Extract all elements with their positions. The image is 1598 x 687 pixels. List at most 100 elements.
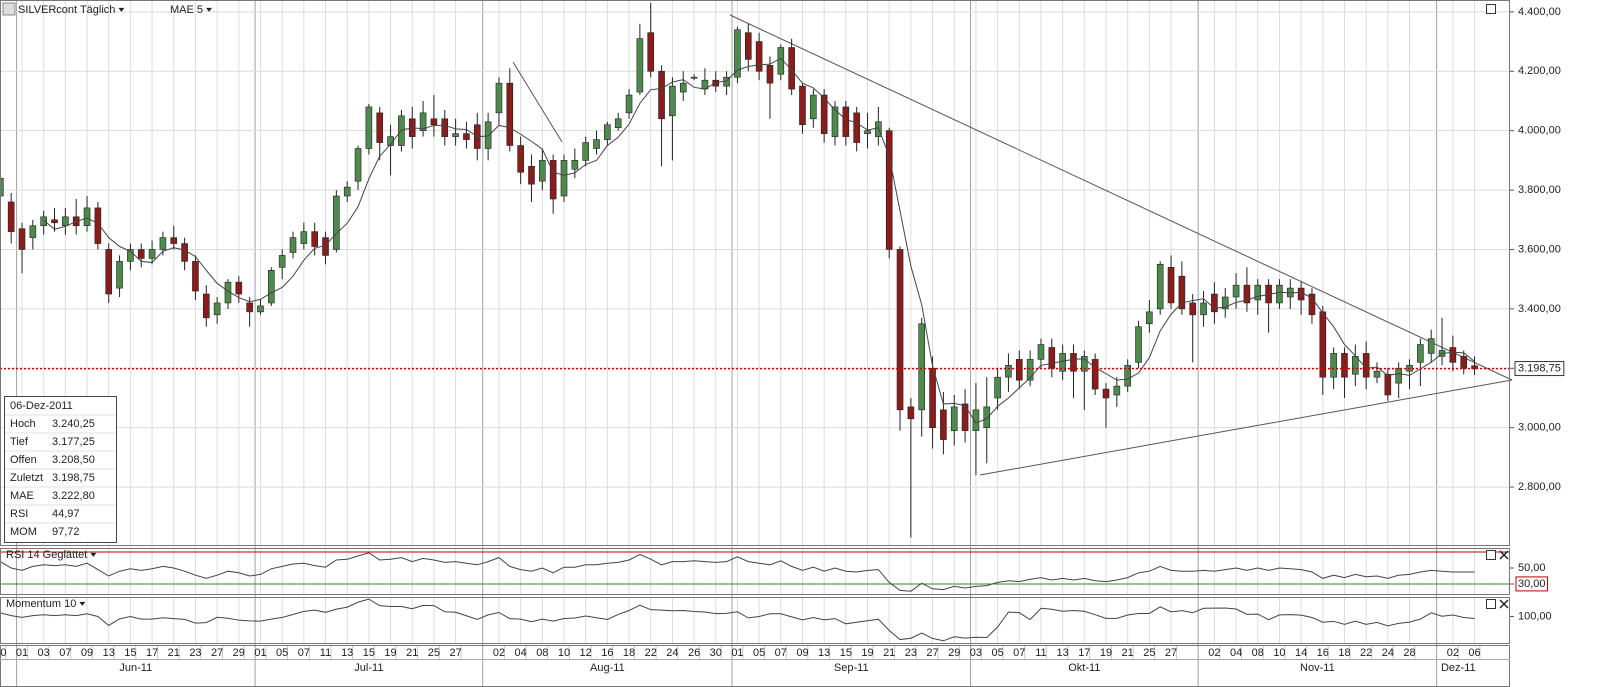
candle-body: [1427, 338, 1435, 354]
info-label: RSI: [10, 508, 28, 520]
x-tick-label: 23: [905, 647, 917, 659]
candle-body: [593, 139, 600, 149]
x-tick-label: 02: [1447, 647, 1459, 659]
candle-body: [105, 249, 113, 295]
chart-title[interactable]: SILVERcont Täglich: [18, 4, 115, 16]
candle-body: [820, 94, 828, 134]
x-tick-label: 19: [384, 647, 396, 659]
maximize-button[interactable]: [1486, 4, 1496, 14]
x-tick-label: 05: [276, 647, 288, 659]
x-tick-label: 27: [1165, 647, 1177, 659]
x-tick-label: 07: [59, 647, 71, 659]
panel-title[interactable]: Momentum 10: [6, 598, 76, 610]
month-label: Jun-11: [119, 662, 152, 674]
candle-body: [7, 201, 15, 232]
rsi-panel: [0, 548, 1510, 595]
main-panel: [0, 0, 1510, 546]
x-tick-label: 01: [731, 647, 743, 659]
candle-body: [83, 207, 91, 227]
info-value: 3.222,80: [52, 490, 95, 502]
x-tick-label: 11: [320, 647, 331, 659]
candle-body: [907, 406, 915, 420]
x-tick-label: 16: [601, 647, 613, 659]
x-tick-label: 18: [623, 647, 635, 659]
candle-body: [430, 118, 438, 126]
candle-body: [1167, 267, 1175, 304]
month-label: Nov-11: [1300, 662, 1335, 674]
candle-body: [1146, 311, 1153, 325]
dropdown-arrow[interactable]: [90, 552, 97, 557]
x-tick-label: 22: [1360, 647, 1372, 659]
candle-body: [1135, 326, 1142, 363]
candle-body: [744, 32, 752, 60]
x-tick-label: 30: [710, 647, 722, 659]
candle-body: [528, 166, 535, 185]
month-label: Jul-11: [354, 662, 383, 674]
candle-body: [1059, 353, 1066, 372]
x-tick-label: 08: [1252, 647, 1264, 659]
candle-body: [1341, 353, 1348, 378]
y-tick-label: 4.400,00: [1518, 6, 1561, 18]
info-label: Hoch: [10, 418, 36, 430]
candle-body: [864, 130, 871, 134]
candle-body: [181, 243, 188, 262]
x-tick-label: 06: [1468, 647, 1480, 659]
candle-body: [1113, 385, 1121, 396]
candle-body: [1243, 284, 1251, 304]
candle-body: [1211, 293, 1218, 313]
x-tick-label: 07: [775, 647, 787, 659]
x-tick-label: 23: [189, 647, 201, 659]
candle-body: [1384, 373, 1392, 396]
info-label: Tief: [10, 436, 29, 448]
x-tick-label: 26: [688, 647, 700, 659]
candle-body: [419, 112, 427, 131]
x-tick-label: 02: [493, 647, 505, 659]
x-tick-label: 07: [298, 647, 310, 659]
candle-body: [1091, 359, 1099, 390]
x-tick-label: 22: [645, 647, 657, 659]
maximize-button[interactable]: [1486, 550, 1496, 560]
candle-body: [1200, 302, 1207, 316]
candle-body: [950, 406, 958, 431]
y-tick-label: 30,00: [1518, 578, 1546, 590]
y-tick-label: 3.800,00: [1518, 184, 1561, 196]
candle-body: [940, 409, 947, 440]
candle-body: [365, 106, 373, 149]
chart-icon[interactable]: [2, 2, 16, 16]
info-value: 3.177,25: [52, 436, 95, 448]
candle-body: [29, 225, 37, 238]
x-tick-label: 05: [753, 647, 765, 659]
x-tick-label: 04: [515, 647, 527, 659]
close-button[interactable]: [1499, 599, 1509, 609]
month-label: Okt-11: [1068, 662, 1100, 674]
candle-body: [235, 281, 243, 295]
indicator-title[interactable]: MAE 5: [170, 4, 203, 16]
x-tick-label: 19: [1100, 647, 1112, 659]
x-tick-label: 15: [363, 647, 375, 659]
candle-body: [994, 376, 1001, 399]
y-tick-label: 4.000,00: [1518, 125, 1561, 137]
candle-body: [918, 323, 926, 411]
panel-title[interactable]: RSI 14 Geglättet: [6, 549, 87, 561]
candle-body: [278, 255, 286, 268]
candle-body: [766, 65, 774, 84]
candle-body: [1471, 365, 1478, 369]
dropdown-arrow[interactable]: [118, 7, 125, 12]
dropdown-arrow[interactable]: [206, 7, 213, 12]
maximize-button[interactable]: [1486, 599, 1496, 609]
candle-body: [40, 216, 47, 227]
month-label: Sep-11: [834, 662, 869, 674]
x-tick-label: 29: [233, 647, 245, 659]
candle-body: [614, 118, 622, 129]
candle-body: [94, 207, 102, 244]
candle-body: [311, 231, 318, 247]
info-value: 3.198,75: [52, 472, 95, 484]
last-price-label: 3.198,75: [1518, 363, 1561, 375]
dropdown-arrow[interactable]: [79, 601, 86, 606]
close-button[interactable]: [1499, 550, 1509, 560]
info-value: 3.240,25: [52, 418, 95, 430]
x-tick-label: 13: [1057, 647, 1069, 659]
y-tick-label: 50,00: [1518, 562, 1546, 574]
info-box: 06-Dez-2011 Hoch 3.240,25 Tief 3.177,25 Offe…: [4, 396, 117, 543]
candle-body: [289, 237, 297, 253]
